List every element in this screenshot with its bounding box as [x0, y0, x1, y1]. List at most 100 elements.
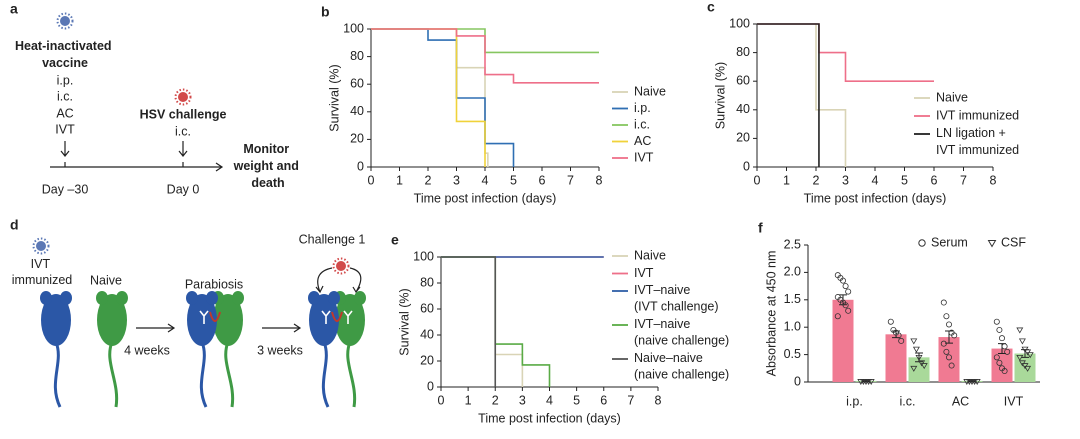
x-tick-label: 2	[492, 393, 499, 407]
x-tick-label: 4	[872, 173, 879, 187]
data-point	[887, 318, 894, 325]
y-axis-label: Survival (%)	[397, 288, 411, 355]
data-point	[943, 313, 950, 320]
data-point	[1018, 338, 1026, 345]
antibody	[343, 310, 353, 324]
x-tick-label: i.p.	[846, 394, 863, 408]
x-tick-label: 0	[368, 173, 375, 187]
x-tick-label: 5	[510, 173, 517, 187]
panel-label: a	[10, 1, 18, 17]
data-point	[920, 363, 928, 370]
x-tick-label: IVT	[1004, 394, 1024, 408]
survival-line	[441, 256, 497, 387]
data-point	[996, 359, 1003, 366]
data-point	[1016, 354, 1024, 361]
step-label: Challenge 1	[299, 232, 366, 246]
y-tick-label: 60	[736, 73, 750, 87]
data-point	[951, 332, 958, 339]
virus-icon	[174, 88, 192, 106]
mouse	[212, 291, 244, 408]
legend-label: LN ligation + IVT immunized	[936, 126, 1019, 157]
mouse-ear	[40, 291, 52, 305]
x-tick-label: AC	[952, 394, 969, 408]
survival-line	[441, 256, 524, 387]
data-point	[898, 337, 905, 344]
survival-line	[371, 28, 599, 84]
step-label: Parabiosis	[185, 277, 243, 291]
x-tick-label: 5	[901, 173, 908, 187]
mouse	[40, 291, 72, 408]
y-tick-label: 80	[736, 45, 750, 59]
data-point	[948, 362, 955, 369]
x-tick-label: 2	[813, 173, 820, 187]
mouse	[334, 291, 366, 408]
panel-label: b	[321, 4, 330, 20]
y-tick-label: 1.0	[784, 319, 801, 333]
x-tick-label: 5	[573, 393, 580, 407]
timeline	[50, 141, 224, 172]
x-axis-label: Time post infection (days)	[478, 411, 621, 425]
mouse-body	[335, 294, 365, 346]
y-tick-label: 60	[350, 76, 364, 90]
challenge-label: HSV challenge	[140, 107, 227, 121]
data-point	[996, 326, 1003, 333]
mouse-body	[309, 294, 339, 346]
y-tick-label: 80	[350, 49, 364, 63]
legend-label: Naive	[936, 90, 968, 104]
mouse-ear	[186, 291, 198, 305]
interval-label: 4 weeks	[124, 343, 170, 357]
mouse	[96, 291, 128, 408]
route-label: IVT	[55, 122, 75, 136]
virus-icon	[56, 12, 74, 30]
legend-label: i.p.	[634, 101, 651, 115]
mouse-body	[213, 294, 243, 346]
group-label: IVT immunized	[12, 257, 72, 287]
data-point	[1001, 343, 1008, 350]
x-tick-label: 6	[600, 393, 607, 407]
route-label: AC	[56, 106, 73, 120]
mouse-body	[97, 294, 127, 346]
mouse-ear	[308, 291, 320, 305]
mouse-tail	[199, 341, 208, 408]
mouse-tail	[321, 341, 330, 408]
x-tick-label: 3	[842, 173, 849, 187]
y-tick-label: 40	[736, 102, 750, 116]
legend-label: IVT immunized	[936, 108, 1019, 122]
interval-label: 3 weeks	[257, 343, 303, 357]
x-tick-label: 1	[396, 173, 403, 187]
y-tick-label: 100	[413, 249, 434, 263]
mouse-ear	[232, 291, 244, 305]
bar	[885, 334, 907, 382]
data-point	[943, 348, 950, 355]
legend-label: Naive–naive (naive challenge)	[634, 351, 729, 382]
y-tick-label: 0	[743, 159, 750, 173]
legend-label: Serum	[931, 235, 968, 249]
x-axis-label: Time post infection (days)	[804, 191, 947, 205]
antibody	[321, 310, 331, 324]
day-label: Day 0	[167, 182, 200, 196]
y-tick-label: 20	[736, 131, 750, 145]
data-point	[999, 335, 1006, 342]
legend-label: IVT	[634, 150, 654, 164]
x-tick-label: 4	[482, 173, 489, 187]
legend-label: Naive	[634, 84, 666, 98]
data-point	[1004, 348, 1011, 355]
y-tick-label: 40	[350, 104, 364, 118]
panel-label: f	[758, 220, 763, 236]
x-tick-label: 7	[627, 393, 634, 407]
data-point	[842, 302, 849, 309]
data-point	[940, 299, 947, 306]
y-tick-label: 20	[420, 353, 434, 367]
y-tick-label: 0	[357, 159, 364, 173]
mouse	[308, 291, 340, 408]
y-tick-label: 2.5	[784, 237, 801, 251]
legend-label: CSF	[1001, 235, 1026, 249]
data-point	[940, 340, 947, 347]
mouse-ear	[116, 291, 128, 305]
panel-label: d	[10, 217, 19, 233]
y-tick-label: 60	[420, 301, 434, 315]
x-tick-label: 6	[539, 173, 546, 187]
survival-line	[371, 28, 515, 167]
data-point	[993, 318, 1000, 325]
legend-label: IVT	[634, 266, 654, 280]
